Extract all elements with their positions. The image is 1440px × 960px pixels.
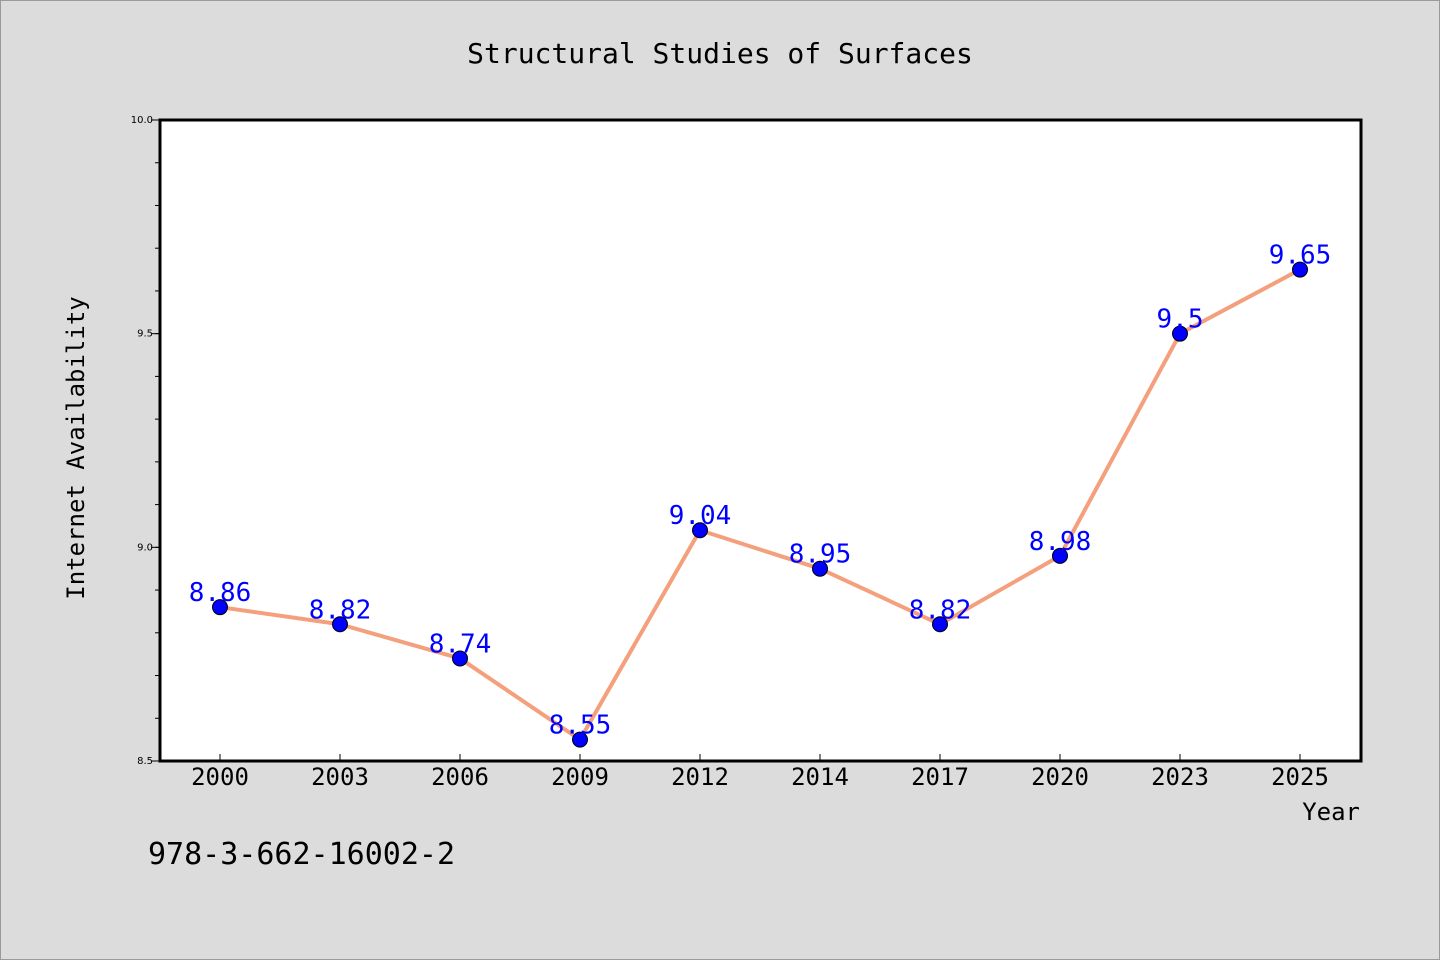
x-tick-label: 2023 xyxy=(1151,763,1209,791)
data-markers xyxy=(212,261,1308,748)
series-line xyxy=(218,267,1302,742)
data-label: 8.82 xyxy=(909,595,972,625)
isbn-text: 978-3-662-16002-2 xyxy=(148,837,455,872)
chart-title: Structural Studies of Surfaces xyxy=(467,37,973,70)
x-tick-label: 2020 xyxy=(1031,763,1089,791)
series-line-group xyxy=(218,267,1302,742)
data-point xyxy=(692,522,708,539)
y-tick-label: 10.0 xyxy=(131,115,153,126)
data-point xyxy=(1052,547,1068,564)
x-tick-label: 2006 xyxy=(431,763,489,791)
y-tick-label: 9.0 xyxy=(137,542,153,553)
x-tick-label: 2000 xyxy=(191,763,249,791)
data-label: 9.65 xyxy=(1269,241,1332,271)
data-label: 9.5 xyxy=(1157,305,1204,335)
x-axis-label: Year xyxy=(1302,798,1360,826)
plot-area xyxy=(158,118,1363,763)
y-tick-label: 9.5 xyxy=(137,329,153,340)
x-tick-label: 2003 xyxy=(311,763,369,791)
data-label: 8.55 xyxy=(549,711,612,741)
data-point xyxy=(212,599,228,616)
x-tick-label: 2025 xyxy=(1271,763,1329,791)
y-axis-ticks: 8.5 9.0 9.5 10.0 xyxy=(131,115,160,767)
x-tick-label: 2009 xyxy=(551,763,609,791)
x-axis-ticks: 2000 2003 2006 2009 2012 2014 2017 2020 2023 2025 xyxy=(191,754,1329,791)
x-tick-label: 2014 xyxy=(791,763,849,791)
x-tick-label: 2017 xyxy=(911,763,969,791)
data-point xyxy=(572,731,588,748)
data-label: 8.98 xyxy=(1029,527,1092,557)
data-point xyxy=(332,616,348,633)
data-point xyxy=(932,616,948,633)
y-axis-label: Internet Availability xyxy=(62,296,90,599)
data-label: 8.82 xyxy=(309,595,372,625)
data-point xyxy=(1172,325,1188,342)
data-point xyxy=(1292,261,1308,278)
data-label: 8.74 xyxy=(429,629,492,659)
y-tick-label: 8.5 xyxy=(137,756,153,767)
data-point xyxy=(812,560,828,577)
data-label: 8.95 xyxy=(789,540,852,570)
data-labels: 8.86 8.82 8.74 8.55 9.04 8.95 8.82 8.98 9.5 9.65 xyxy=(189,241,1332,741)
data-label: 8.86 xyxy=(189,578,252,608)
x-tick-label: 2012 xyxy=(671,763,729,791)
data-label: 9.04 xyxy=(669,501,732,531)
data-point xyxy=(452,650,468,667)
